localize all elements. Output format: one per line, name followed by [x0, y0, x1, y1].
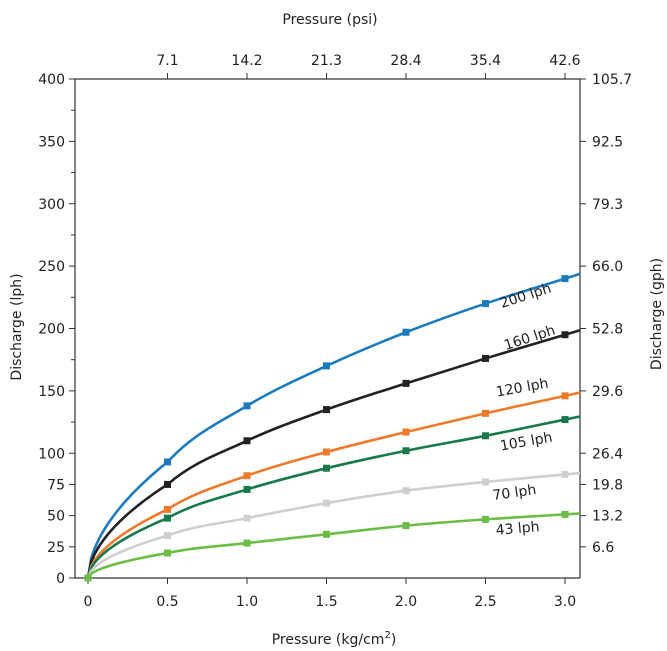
- series-label: 43 lph: [495, 519, 540, 539]
- series-line: [86, 329, 581, 579]
- data-point-marker: [482, 354, 489, 362]
- y2-tick-label: 79.3: [592, 197, 623, 213]
- x2-tick-label: 35.4: [470, 53, 501, 69]
- y-tick-label: 100: [38, 446, 65, 462]
- series-label: 70 lph: [492, 482, 538, 504]
- y2-tick-label: 66.0: [592, 259, 623, 275]
- series-line: [86, 512, 581, 579]
- y-tick-label: 75: [47, 477, 65, 493]
- y-tick-label: 25: [47, 540, 65, 556]
- x-tick-label: 1.0: [236, 594, 258, 610]
- series-label: 105 lph: [499, 430, 554, 455]
- data-point-marker: [402, 522, 410, 530]
- data-point-marker: [482, 300, 489, 308]
- data-point-marker: [561, 392, 569, 400]
- x-tick-label: 0: [84, 594, 93, 610]
- y-tick-label: 0: [56, 571, 65, 587]
- data-point-marker: [561, 275, 569, 283]
- data-point-marker: [402, 487, 410, 495]
- y-tick-label: 350: [38, 134, 65, 150]
- data-point-marker: [482, 432, 489, 440]
- y-tick-label: 150: [38, 384, 65, 400]
- y-tick-label: 400: [38, 72, 65, 88]
- data-point-marker: [561, 510, 569, 518]
- series-label: 160 lph: [502, 322, 557, 354]
- y-tick-label: 50: [47, 509, 65, 525]
- data-point-marker: [482, 478, 489, 486]
- data-point-marker: [84, 574, 92, 582]
- data-point-marker: [561, 416, 569, 424]
- x2-tick-label: 7.1: [156, 53, 178, 69]
- data-point-marker: [323, 530, 330, 538]
- data-point-marker: [243, 514, 251, 522]
- y2-tick-label: 26.4: [592, 446, 623, 462]
- series-layer: [84, 272, 581, 582]
- data-point-marker: [402, 328, 410, 336]
- data-point-marker: [402, 379, 410, 387]
- y-tick-label: 250: [38, 259, 65, 275]
- data-point-marker: [402, 447, 410, 455]
- data-point-marker: [243, 437, 251, 445]
- x2-tick-label: 28.4: [390, 53, 421, 69]
- top-axis-title: Pressure (psi): [282, 12, 377, 28]
- x-tick-label: 3.0: [554, 594, 576, 610]
- y2-tick-label: 13.2: [592, 509, 623, 525]
- x2-tick-label: 14.2: [231, 53, 262, 69]
- bottom-axis-title: Pressure (kg/cm2): [272, 630, 397, 648]
- x2-tick-label: 42.6: [549, 53, 580, 69]
- x-tick-label: 1.5: [315, 594, 337, 610]
- data-point-marker: [482, 409, 489, 417]
- y2-tick-label: 92.5: [592, 134, 623, 150]
- data-point-marker: [323, 499, 330, 507]
- y2-tick-label: 105.7: [592, 72, 632, 88]
- data-point-marker: [561, 470, 569, 478]
- data-point-marker: [323, 448, 330, 456]
- data-point-marker: [164, 549, 171, 557]
- data-point-marker: [482, 515, 489, 523]
- data-point-marker: [164, 514, 171, 522]
- y2-tick-label: 6.6: [592, 540, 614, 556]
- y2-tick-label: 29.6: [592, 384, 623, 400]
- data-point-marker: [561, 331, 569, 339]
- x-tick-label: 0.5: [156, 594, 178, 610]
- series-line: [86, 471, 581, 579]
- data-point-marker: [323, 406, 330, 414]
- data-point-marker: [323, 362, 330, 370]
- data-point-marker: [323, 464, 330, 472]
- x2-tick-label: 21.3: [311, 53, 342, 69]
- left-axis-title: Discharge (lph): [9, 273, 25, 380]
- data-point-marker: [243, 402, 251, 410]
- x-tick-label: 2.5: [474, 594, 496, 610]
- data-point-marker: [164, 505, 171, 513]
- data-point-marker: [402, 428, 410, 436]
- series-label: 120 lph: [495, 376, 550, 401]
- data-point-marker: [164, 458, 171, 466]
- x-tick-label: 2.0: [395, 594, 417, 610]
- y-tick-label: 300: [38, 197, 65, 213]
- data-point-marker: [243, 472, 251, 480]
- data-point-marker: [243, 485, 251, 493]
- right-axis-title: Discharge (gph): [649, 258, 665, 370]
- axes-layer: 0 0.5 1.0 1.5 2.0 2.5 3.0 7.1 14.2 21.3 28.4 35.4 42…: [38, 53, 632, 610]
- data-point-marker: [164, 480, 171, 488]
- data-point-marker: [164, 532, 171, 540]
- y-tick-label: 200: [38, 322, 65, 338]
- y2-tick-label: 19.8: [592, 477, 623, 493]
- data-point-marker: [243, 539, 251, 547]
- y2-tick-label: 52.8: [592, 322, 623, 338]
- series-label: 200 lph: [498, 280, 553, 312]
